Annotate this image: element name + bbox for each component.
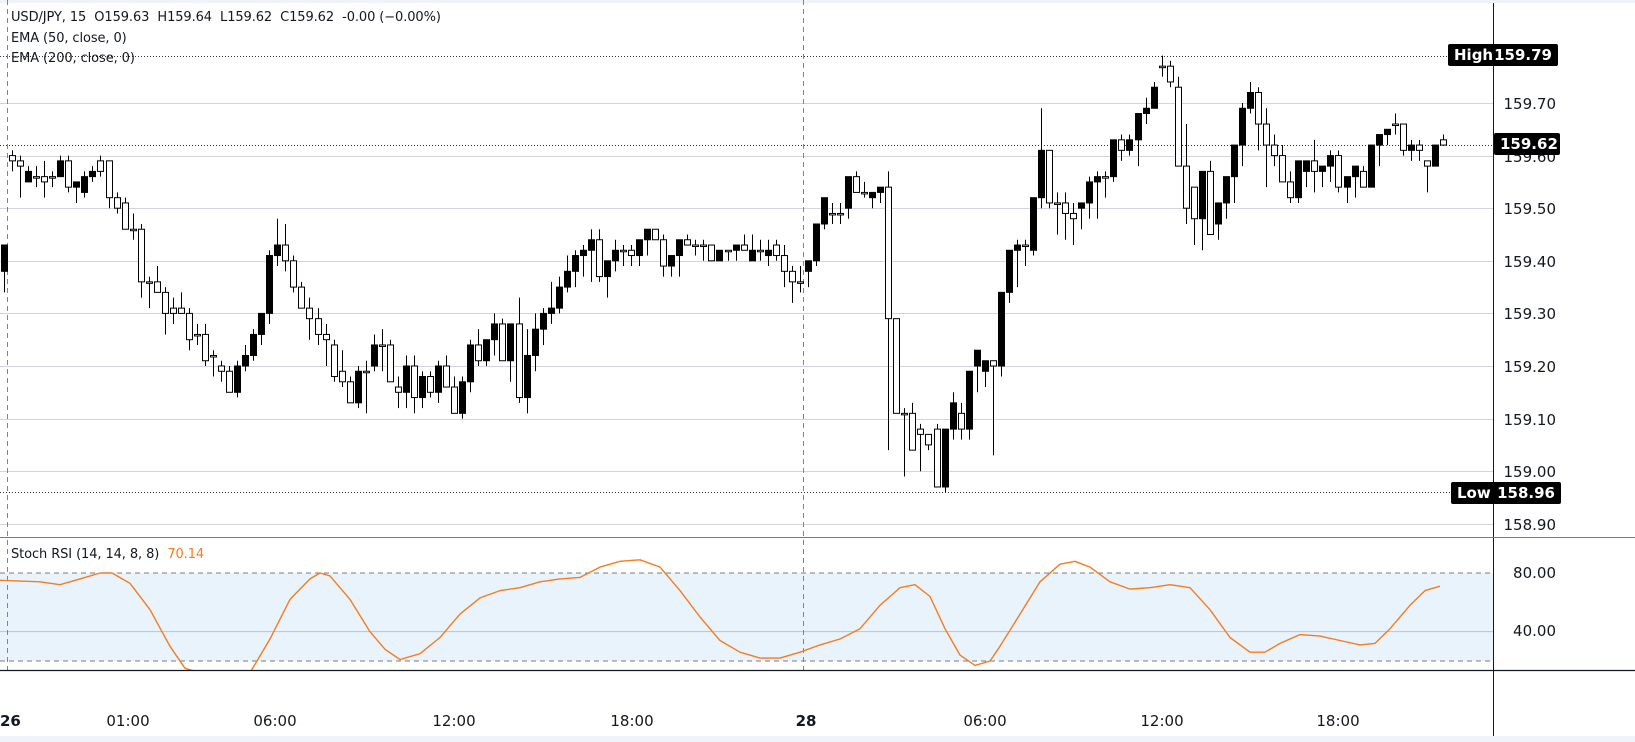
time-label: 28 (795, 712, 817, 730)
top-strip (0, 0, 1635, 3)
low-tag-label: Low (1457, 484, 1491, 502)
price-label: 159.50 (1503, 199, 1557, 218)
stoch-label: Stoch RSI (14, 14, 8, 8) (11, 547, 160, 562)
price-label: 159.10 (1503, 410, 1557, 429)
stoch-level-40: 40.00 (1513, 622, 1556, 640)
low-tag-value: 158.96 (1497, 484, 1555, 502)
open-value: O159.63 (94, 10, 150, 25)
ema200-legend[interactable]: EMA (200, close, 0) (11, 51, 135, 66)
candlesticks (1, 55, 1447, 493)
price-label: 159.40 (1503, 252, 1557, 271)
close-value: C159.62 (280, 10, 335, 25)
symbol-legend: USD/JPY, 15 O159.63 H159.64 L159.62 C159… (11, 10, 441, 25)
last-price-tag: 159.62 (1494, 133, 1560, 155)
time-label: 12:00 (1140, 712, 1184, 730)
high-tag-value: 159.79 (1494, 46, 1552, 64)
price-label: 159.70 (1503, 94, 1557, 113)
time-label: 06:00 (253, 712, 297, 730)
time-label: 18:00 (610, 712, 654, 730)
low-tag: Low 158.96 (1451, 482, 1561, 504)
stoch-overbought-oversold-band (0, 572, 1493, 662)
low-value: L159.62 (220, 10, 273, 25)
symbol-label[interactable]: USD/JPY, 15 (11, 10, 87, 25)
price-label: 159.00 (1503, 462, 1557, 481)
high-tag-label: High (1454, 46, 1494, 64)
time-label: 01:00 (106, 712, 150, 730)
time-label: 26 (0, 712, 21, 730)
time-label: 18:00 (1316, 712, 1360, 730)
bottom-strip (0, 736, 1635, 742)
price-label: 159.30 (1503, 304, 1557, 323)
stoch-level-80: 80.00 (1513, 564, 1556, 582)
price-label: 158.90 (1503, 515, 1557, 534)
axes-lines (0, 3, 1635, 736)
ema50-legend[interactable]: EMA (50, close, 0) (11, 31, 127, 46)
stoch-rsi-line (0, 559, 1441, 670)
session-dividers (7, 0, 804, 670)
time-label: 12:00 (432, 712, 476, 730)
time-label: 06:00 (963, 712, 1007, 730)
stoch-value: 70.14 (167, 547, 205, 562)
stoch-legend[interactable]: Stoch RSI (14, 14, 8, 8) 70.14 (11, 547, 204, 562)
change-value: -0.00 (−0.00%) (342, 10, 441, 25)
price-label: 159.20 (1503, 357, 1557, 376)
high-tag: High 159.79 (1448, 44, 1558, 66)
high-value: H159.64 (157, 10, 212, 25)
